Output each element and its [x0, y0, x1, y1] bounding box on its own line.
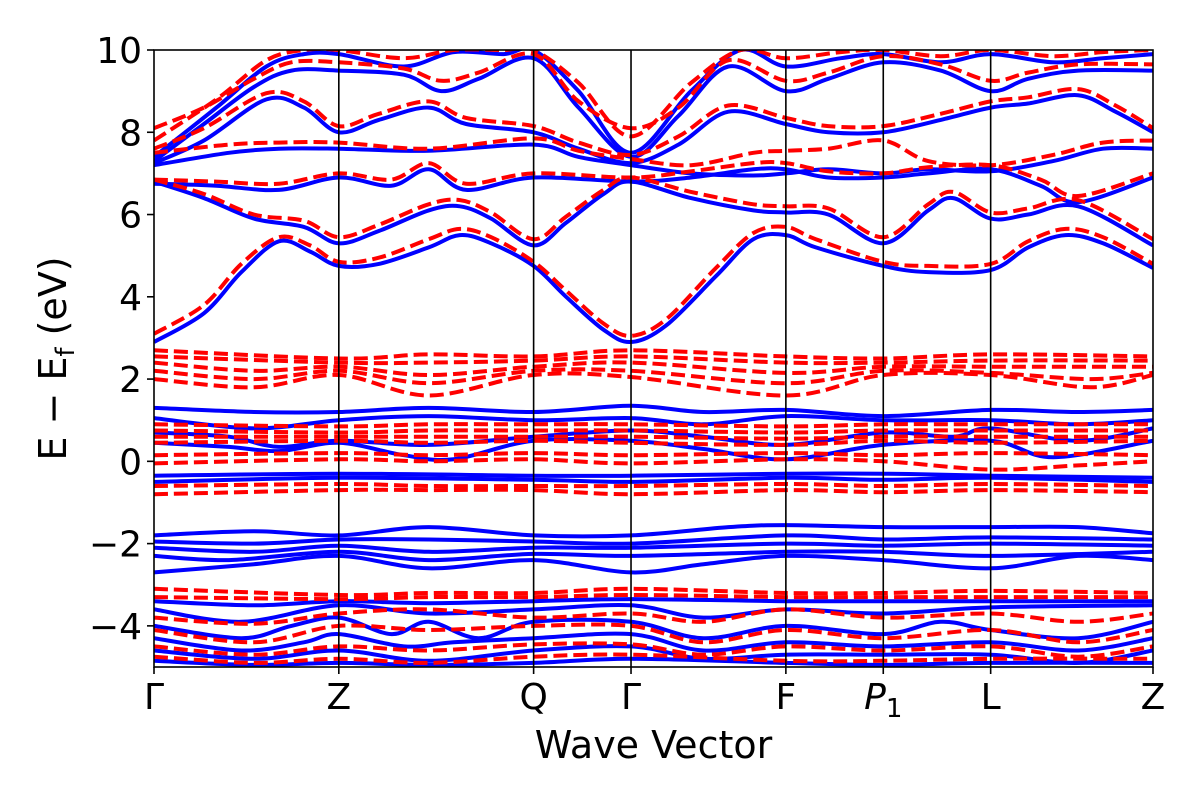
band-solid-14: [154, 533, 1153, 546]
band-dashed-14: [154, 434, 1153, 441]
band-solid-9: [154, 426, 1153, 449]
x-tick-label: L: [981, 677, 1001, 718]
band-solid-15: [154, 541, 1153, 554]
band-dashed-25: [154, 652, 1153, 665]
x-axis-title: Wave Vector: [535, 723, 773, 767]
band-dashed-12: [154, 422, 1153, 429]
y-tick-label: −4: [89, 607, 142, 648]
high-symmetry-lines: [338, 50, 992, 667]
y-tick-label: 4: [119, 278, 142, 319]
series-dashed: [154, 50, 1153, 665]
band-dashed-1: [154, 175, 1153, 242]
band-dashed-16: [154, 451, 1153, 458]
x-axis-ticks: Γ Z Q Γ F P1 L Z: [144, 667, 1165, 724]
y-tick-label: 6: [119, 196, 142, 237]
band-dashed-11: [154, 370, 1153, 398]
y-tick-label: 8: [119, 113, 142, 154]
band-dashed-24: [154, 641, 1153, 659]
y-axis-title-unit: (eV): [31, 256, 75, 347]
band-solid-0: [154, 231, 1153, 345]
x-tick-label: P1: [864, 677, 902, 724]
y-tick-label: 0: [119, 442, 142, 483]
band-solid-23: [154, 656, 1153, 667]
x-tick-label: Γ: [621, 677, 641, 718]
band-dashed-17: [154, 457, 1153, 472]
y-axis-title-sub: f: [51, 347, 81, 357]
y-tick-label: 2: [119, 360, 142, 401]
x-tick-label: Q: [519, 677, 547, 718]
band-dashed-10: [154, 367, 1153, 386]
band-solid-20: [154, 615, 1153, 641]
y-tick-label: 10: [96, 31, 142, 72]
band-dashed-4: [154, 86, 1153, 157]
band-dashed-18: [154, 482, 1153, 489]
band-solid-18: [154, 597, 1153, 608]
band-dashed-21: [154, 593, 1153, 602]
x-tick-label: F: [776, 677, 797, 718]
band-dashed-0: [154, 224, 1153, 338]
y-tick-label: −2: [89, 525, 142, 566]
band-solid-4: [154, 93, 1153, 166]
plot-frame: [153, 49, 1154, 668]
x-tick-label: Z: [326, 677, 351, 718]
y-axis-title: E − Ef (eV): [31, 256, 81, 460]
x-tick-label: Γ: [144, 677, 164, 718]
y-axis-title-main: E − E: [31, 357, 75, 461]
band-solid-21: [154, 631, 1153, 653]
x-tick-label: Z: [1141, 677, 1166, 718]
band-dashed-13: [154, 428, 1153, 435]
band-dashed-9: [154, 360, 1153, 377]
band-solid-16: [154, 549, 1153, 563]
y-axis-ticks: −4 −2 0 2 4 6 8 10: [89, 31, 154, 648]
